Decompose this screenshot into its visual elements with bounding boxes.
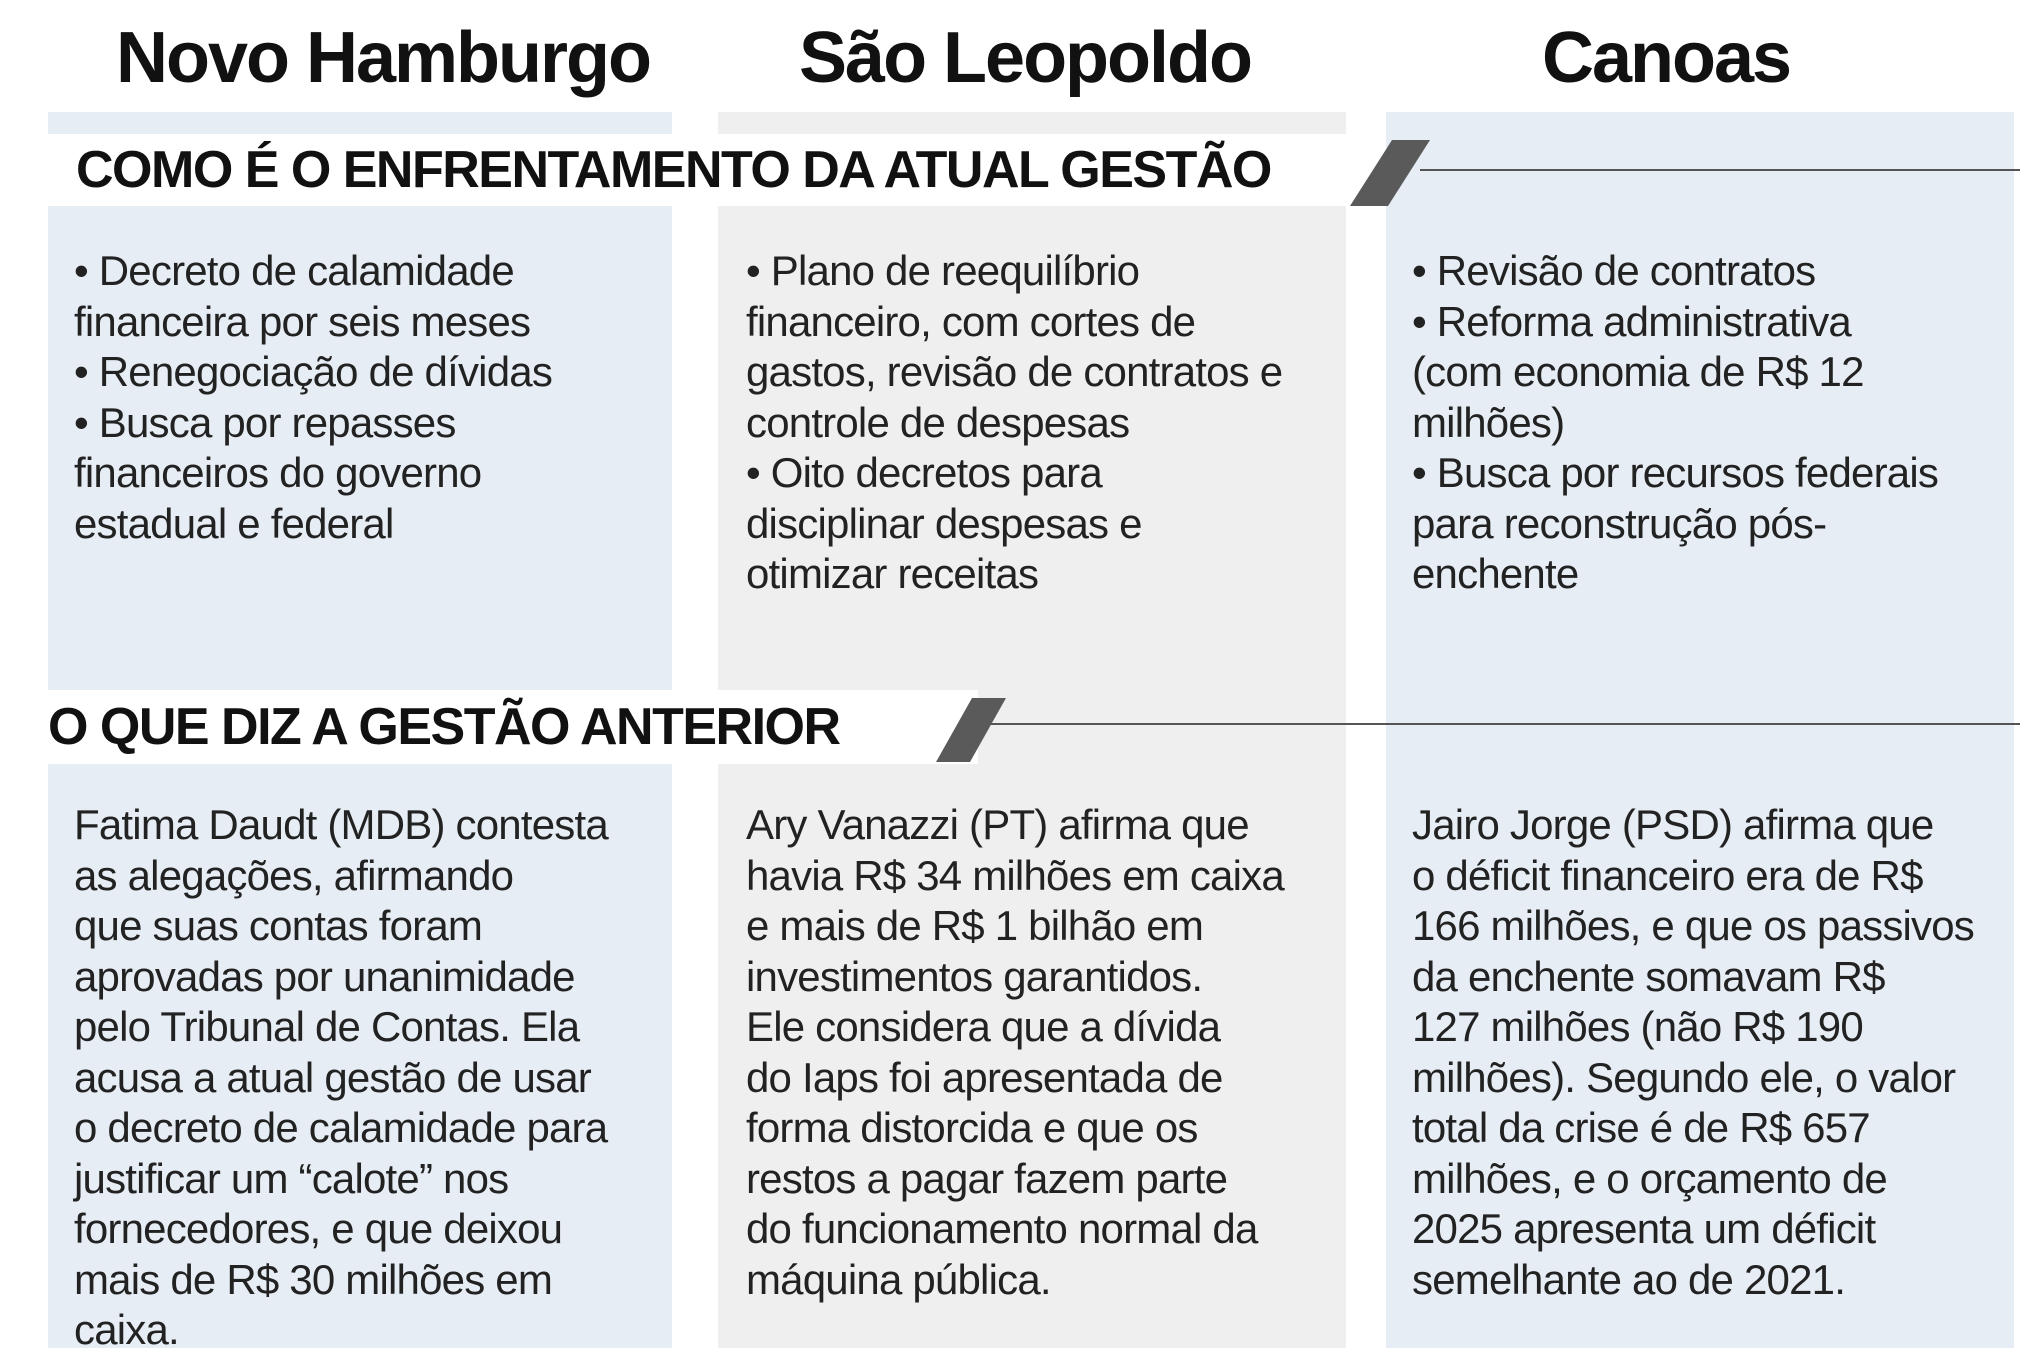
text-line: Ary Vanazzi (PT) afirma que	[746, 801, 1250, 848]
current-management-canoas: • Revisão de contratos • Reforma adminis…	[1412, 246, 1939, 600]
text-line: • Busca por repasses	[74, 398, 456, 446]
text-line: para reconstrução pós-	[1412, 499, 1827, 547]
text-line: • Revisão de contratos	[1412, 247, 1816, 294]
text-line: 127 milhões (não R$ 190	[1412, 1003, 1864, 1050]
city-header-sao-leopoldo: São Leopoldo	[799, 18, 1253, 98]
text-line: estadual e federal	[74, 499, 394, 547]
text-line: • Plano de reequilíbrio	[746, 247, 1140, 294]
text-line: (com economia de R$ 12	[1412, 348, 1864, 395]
text-line: caixa.	[74, 1306, 180, 1353]
text-line: aprovadas por unanimidade	[74, 952, 576, 1000]
text-line: disciplinar despesas e	[746, 499, 1142, 547]
text-line: milhões, e o orçamento de	[1412, 1154, 1888, 1202]
text-line: máquina pública.	[746, 1255, 1052, 1303]
text-line: havia R$ 34 milhões em caixa	[746, 851, 1285, 899]
text-line: acusa a atual gestão de usar	[74, 1053, 592, 1101]
text-line: Jairo Jorge (PSD) afirma que	[1412, 801, 1934, 848]
section-heading-previous-management: O QUE DIZ A GESTÃO ANTERIOR	[48, 690, 978, 764]
previous-management-novo-hamburgo: Fatima Daudt (MDB) contesta as alegações…	[74, 800, 609, 1356]
text-line: e mais de R$ 1 bilhão em	[746, 902, 1204, 949]
city-header-novo-hamburgo: Novo Hamburgo	[115, 18, 652, 98]
text-line: da enchente somavam R$	[1412, 952, 1885, 1000]
text-line: Ele considera que a dívida	[746, 1003, 1221, 1050]
column-bg-canoas	[1386, 112, 2014, 1348]
text-line: o decreto de calamidade para	[74, 1104, 608, 1151]
text-line: • Reforma administrativa	[1412, 297, 1852, 345]
text-line: total da crise é de R$ 657	[1412, 1104, 1871, 1151]
text-line: do Iaps foi apresentada de	[746, 1053, 1223, 1101]
text-line: mais de R$ 30 milhões em	[74, 1255, 553, 1303]
city-header-canoas: Canoas	[1541, 18, 1792, 98]
section-rule-previous-management	[990, 723, 2020, 725]
text-line: do funcionamento normal da	[746, 1205, 1258, 1252]
slash-divider-icon	[936, 698, 1006, 762]
text-line: financeiro, com cortes de	[746, 297, 1196, 345]
text-line: investimentos garantidos.	[746, 952, 1203, 1000]
previous-management-sao-leopoldo: Ary Vanazzi (PT) afirma que havia R$ 34 …	[746, 800, 1285, 1305]
text-line: • Decreto de calamidade	[74, 247, 515, 294]
text-line: gastos, revisão de contratos e	[746, 348, 1283, 395]
text-line: milhões). Segundo ele, o valor	[1412, 1053, 1956, 1101]
section-heading-current-management: COMO É O ENFRENTAMENTO DA ATUAL GESTÃO	[48, 134, 1376, 206]
text-line: • Oito decretos para	[746, 449, 1103, 496]
text-line: forma distorcida e que os	[746, 1104, 1198, 1151]
text-line: milhões)	[1412, 398, 1565, 446]
text-line: pelo Tribunal de Contas. Ela	[74, 1003, 580, 1050]
text-line: financeiros do governo	[74, 449, 482, 496]
section-rule-current-management	[1420, 169, 2020, 171]
current-management-novo-hamburgo: • Decreto de calamidade financeira por s…	[74, 246, 553, 549]
current-management-sao-leopoldo: • Plano de reequilíbrio financeiro, com …	[746, 246, 1283, 600]
text-line: fornecedores, e que deixou	[74, 1205, 563, 1252]
text-line: 166 milhões, e que os passivos	[1412, 902, 1975, 949]
text-line: que suas contas foram	[74, 902, 483, 949]
text-line: restos a pagar fazem parte	[746, 1154, 1228, 1202]
slash-divider-icon	[1350, 140, 1430, 206]
text-line: otimizar receitas	[746, 550, 1039, 597]
text-line: o déficit financeiro era de R$	[1412, 851, 1923, 899]
text-line: justificar um “calote” nos	[74, 1154, 509, 1202]
text-line: Fatima Daudt (MDB) contesta	[74, 801, 609, 848]
text-line: • Renegociação de dívidas	[74, 348, 553, 395]
previous-management-canoas: Jairo Jorge (PSD) afirma que o déficit f…	[1412, 800, 1975, 1305]
text-line: • Busca por recursos federais	[1412, 449, 1939, 496]
text-line: financeira por seis meses	[74, 297, 531, 345]
text-line: semelhante ao de 2021.	[1412, 1255, 1846, 1303]
text-line: as alegações, afirmando	[74, 851, 514, 899]
text-line: enchente	[1412, 550, 1579, 597]
text-line: 2025 apresenta um déficit	[1412, 1205, 1876, 1252]
text-line: controle de despesas	[746, 398, 1130, 446]
